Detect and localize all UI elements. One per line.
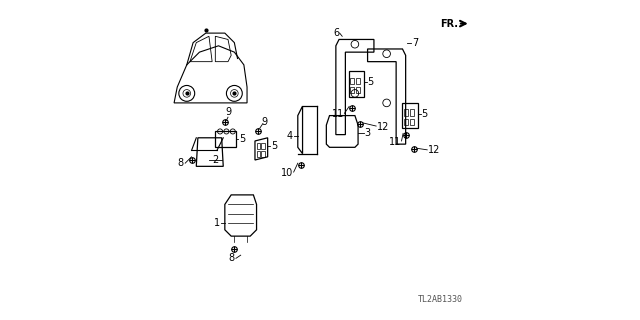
Text: TL2AB1330: TL2AB1330 [418, 295, 463, 304]
Bar [350, 87, 354, 93]
Bar [356, 77, 360, 84]
Text: 9: 9 [261, 117, 268, 127]
Bar [404, 119, 408, 125]
Text: 11: 11 [388, 137, 401, 147]
Bar [404, 109, 408, 116]
Text: 5: 5 [422, 109, 428, 119]
Text: 7: 7 [412, 38, 419, 48]
Text: FR.: FR. [440, 19, 458, 28]
Text: 1: 1 [214, 219, 220, 228]
Text: 5: 5 [239, 134, 245, 144]
Text: 5: 5 [271, 141, 277, 151]
Text: 12: 12 [377, 122, 390, 132]
Text: 8: 8 [177, 158, 184, 168]
Text: 11: 11 [332, 109, 344, 119]
Text: 4: 4 [287, 131, 293, 141]
Bar [356, 87, 360, 93]
Text: 6: 6 [333, 28, 339, 38]
Bar [410, 119, 414, 125]
Bar [261, 143, 265, 149]
Text: 2: 2 [212, 155, 218, 165]
Text: 3: 3 [364, 128, 371, 138]
Text: 5: 5 [367, 77, 374, 87]
Bar [350, 77, 354, 84]
Text: 10: 10 [281, 168, 293, 178]
Text: 9: 9 [225, 108, 231, 117]
Bar [261, 151, 265, 157]
Bar [257, 151, 260, 157]
Bar [257, 143, 260, 149]
Text: 8: 8 [228, 253, 234, 263]
Bar [410, 109, 414, 116]
Text: 12: 12 [428, 146, 440, 156]
